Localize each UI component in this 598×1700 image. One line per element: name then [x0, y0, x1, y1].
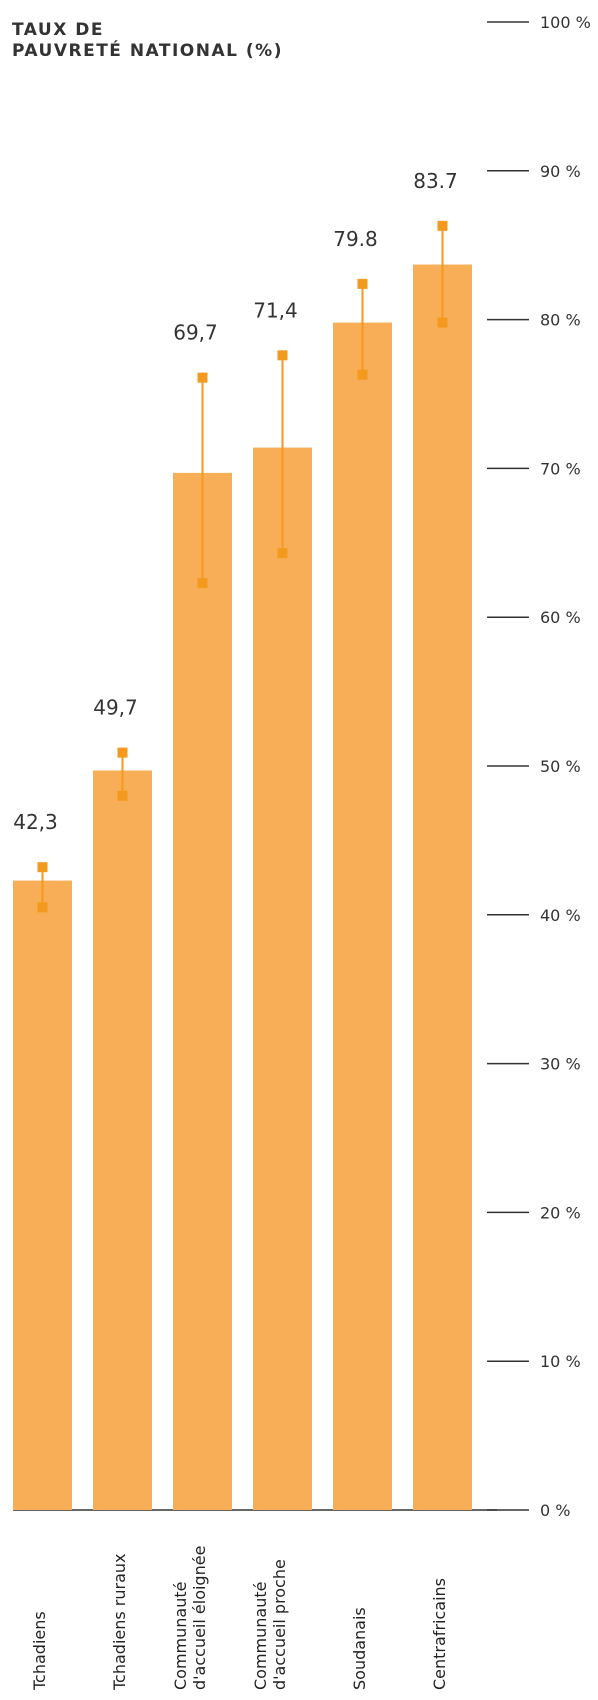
error-bar-low-marker-4 [357, 369, 368, 380]
value-label-1: 49,7 [93, 696, 138, 720]
error-bar-high-marker-1 [117, 747, 128, 758]
chart-title-line-1: TAUX DE [12, 20, 104, 40]
category-label-3-line-0: Communauté [251, 1582, 270, 1690]
y-tick-label-50: 50 % [540, 757, 581, 776]
bar-2 [173, 472, 232, 1510]
category-label-1-line-0: Tchadiens ruraux [110, 1553, 129, 1691]
category-label-0-line-0: Tchadiens [30, 1611, 49, 1691]
y-tick-label-80: 80 % [540, 311, 581, 330]
bar-0 [13, 880, 72, 1510]
category-label-4-line-0: Soudanais [350, 1607, 369, 1690]
error-bar-low-marker-0 [37, 902, 48, 913]
category-label-5-line-0: Centrafricains [430, 1578, 449, 1690]
value-label-5: 83.7 [413, 169, 458, 193]
y-tick-label-10: 10 % [540, 1352, 581, 1371]
category-label-2-line-0: Communauté [171, 1582, 190, 1690]
error-bar-high-marker-3 [277, 350, 288, 361]
y-tick-label-90: 90 % [540, 162, 581, 181]
y-tick-label-30: 30 % [540, 1055, 581, 1074]
value-label-2: 69,7 [173, 321, 218, 345]
error-bar-high-marker-2 [197, 372, 208, 383]
value-label-4: 79.8 [333, 227, 378, 251]
y-tick-label-70: 70 % [540, 459, 581, 478]
error-bar-low-marker-3 [277, 548, 288, 559]
category-label-2-line-1: d'accueil éloignée [190, 1546, 209, 1690]
y-tick-label-0: 0 % [540, 1501, 570, 1520]
y-tick-label-20: 20 % [540, 1203, 581, 1222]
category-label-3-line-1: d'accueil proche [270, 1559, 289, 1690]
bar-5 [413, 264, 472, 1511]
y-tick-label-100: 100 % [540, 13, 591, 32]
bar-3 [253, 447, 312, 1510]
error-bar-low-marker-5 [437, 317, 448, 328]
error-bar-high-marker-4 [357, 278, 368, 289]
error-bar-high-marker-5 [437, 220, 448, 231]
chart-title: TAUX DE PAUVRETÉ NATIONAL (%) [12, 20, 432, 62]
bar-4 [333, 322, 392, 1511]
error-bar-high-marker-0 [37, 862, 48, 873]
error-bar-low-marker-1 [117, 790, 128, 801]
bar-1 [93, 770, 152, 1510]
value-label-3: 71,4 [253, 298, 298, 322]
value-label-0: 42,3 [13, 810, 58, 834]
y-tick-label-40: 40 % [540, 906, 581, 925]
chart-title-line-2: PAUVRETÉ NATIONAL (%) [12, 41, 283, 61]
y-tick-label-60: 60 % [540, 608, 581, 627]
error-bar-low-marker-2 [197, 577, 208, 588]
